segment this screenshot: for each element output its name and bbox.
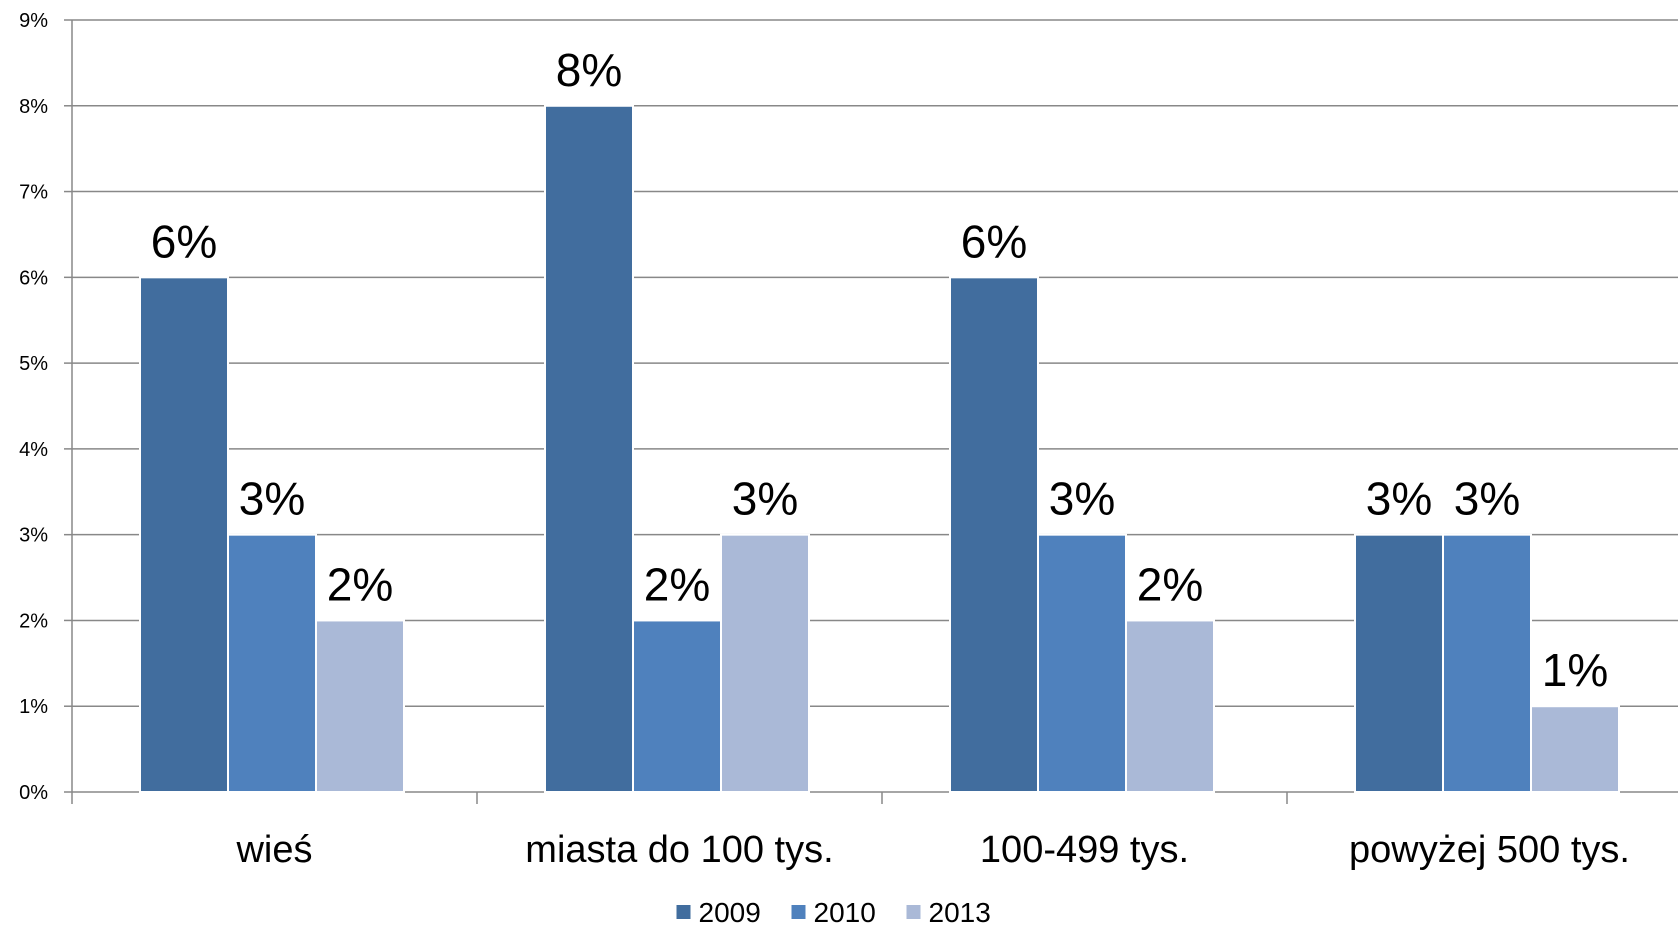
data-label: 8% (556, 44, 622, 96)
y-tick-label: 3% (19, 525, 48, 547)
bar-2010 (1442, 533, 1532, 794)
x-category-label: powyżej 500 tys. (1349, 829, 1630, 871)
x-category-label: miasta do 100 tys. (525, 829, 833, 871)
y-tick-label: 9% (19, 10, 48, 32)
data-label: 6% (961, 215, 1027, 267)
data-label: 2% (1137, 558, 1203, 610)
data-labels: 6% 3% 2% 8% 2% 3% 6% 3% 2% 3% 3% 1% (151, 44, 1608, 696)
legend-label: 2013 (929, 897, 991, 928)
data-label: 2% (644, 558, 710, 610)
y-tick-label: 2% (19, 610, 48, 632)
data-label: 3% (732, 473, 798, 525)
bar-2013 (720, 533, 810, 794)
legend-label: 2010 (814, 897, 876, 928)
data-label: 6% (151, 215, 217, 267)
y-tick-label: 8% (19, 96, 48, 118)
y-tick-label: 0% (19, 782, 48, 804)
bar-2013 (1530, 705, 1620, 794)
x-category-label: wieś (235, 829, 312, 871)
bar-2013 (1125, 619, 1215, 794)
data-label: 3% (1366, 473, 1432, 525)
bar-2009 (139, 276, 229, 794)
y-tick-label: 1% (19, 696, 48, 718)
category-labels: wieś miasta do 100 tys. 100-499 tys. powyże… (235, 829, 1629, 871)
y-tick-label: 4% (19, 439, 48, 461)
bar-2010 (632, 619, 722, 794)
bar-2010 (227, 533, 317, 794)
y-tick-label: 7% (19, 182, 48, 204)
legend: 2009 2010 2013 (676, 897, 991, 928)
x-category-label: 100-499 tys. (980, 829, 1189, 871)
bar-2009 (949, 276, 1039, 794)
bar-2013 (315, 619, 405, 794)
bars (139, 104, 1620, 794)
y-axis-tick-labels: 0% 1% 2% 3% 4% 5% 6% 7% 8% 9% (19, 10, 48, 804)
data-label: 3% (1454, 473, 1520, 525)
data-label: 1% (1542, 644, 1608, 696)
legend-swatch-2009 (676, 905, 691, 919)
bar-2009 (1354, 533, 1444, 794)
legend-swatch-2010 (791, 905, 806, 919)
data-label: 3% (1049, 473, 1115, 525)
bar-2010 (1037, 533, 1127, 794)
legend-swatch-2013 (906, 905, 921, 919)
data-label: 2% (327, 558, 393, 610)
legend-label: 2009 (699, 897, 761, 928)
bar-2009 (544, 104, 634, 794)
data-label: 3% (239, 473, 305, 525)
y-tick-label: 6% (19, 267, 48, 289)
y-tick-label: 5% (19, 353, 48, 375)
